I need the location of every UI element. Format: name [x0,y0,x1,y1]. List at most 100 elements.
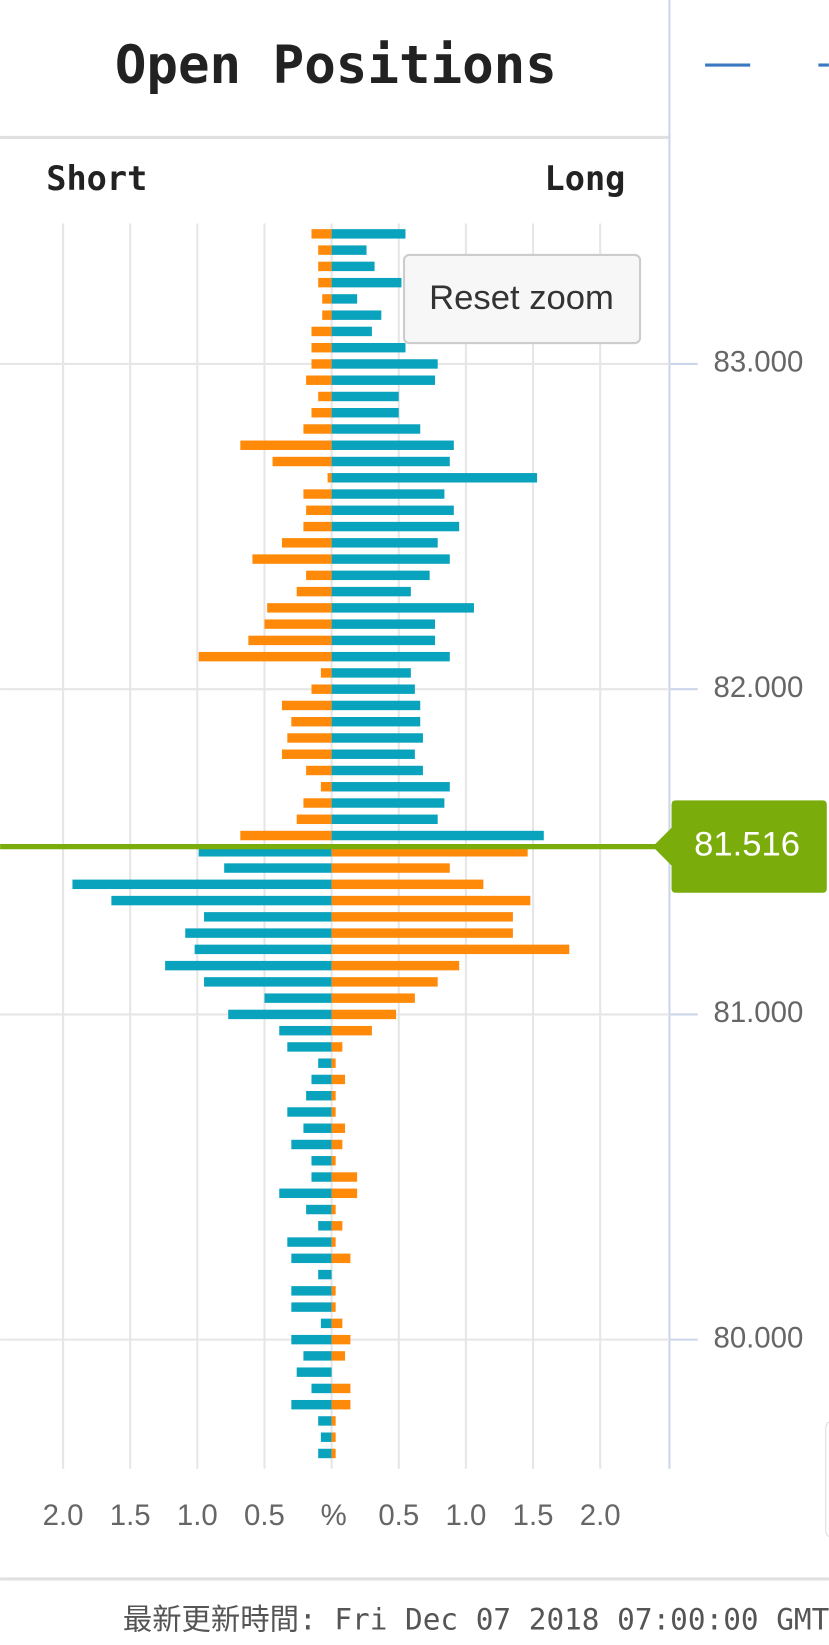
bar [281,538,332,548]
bar [331,1399,351,1410]
bar [306,1204,332,1215]
bar [331,245,367,255]
bar [331,505,454,516]
bar [240,830,332,841]
footer: 最新更新時間: Fri Dec 07 2018 07:00:00 GMT+ [123,1602,829,1636]
bar [331,1042,343,1052]
bar [331,570,430,581]
bar [303,1351,332,1361]
bar [318,1221,332,1231]
bar [318,1269,332,1280]
bar [318,277,332,288]
bar [228,1009,332,1020]
bar [331,359,438,369]
bar [331,1090,336,1101]
bar [331,375,436,385]
bar [264,993,332,1003]
offscreen-panel [825,1421,829,1538]
bar [331,635,436,646]
bar [318,1416,332,1426]
bar [331,440,454,450]
bar [306,375,332,385]
bar [331,1351,346,1361]
bar [331,424,421,434]
bar [331,1172,358,1182]
bar [303,798,332,808]
x-axis-label: % [321,1499,347,1532]
bar [331,1286,336,1296]
bar [296,586,332,597]
bar [331,1009,397,1020]
bar [320,668,332,678]
bar [331,847,528,857]
bar [331,798,445,808]
bar [291,1253,332,1264]
bar [331,912,513,922]
bar [287,1237,332,1247]
x-tick-label: 0.5 [244,1499,285,1532]
bar [331,1302,336,1312]
bar [331,977,438,987]
bar [331,1416,336,1426]
bar [320,1432,332,1442]
reset-zoom-label[interactable]: Reset zoom [429,279,614,317]
bar [311,684,332,694]
bar [306,1090,332,1101]
bar [322,310,332,320]
bar [331,261,375,272]
bar [287,1107,332,1117]
bar [296,1367,332,1377]
bar [224,863,332,873]
bar [318,1058,332,1068]
x-tick-label: 0.5 [378,1499,419,1532]
y-tick-label: 81.000 [713,996,803,1029]
bar [331,700,421,711]
bar [311,1156,332,1166]
bar [331,619,436,629]
bar [331,1383,351,1394]
bar [311,326,332,337]
current-price-label: 81.516 [694,826,800,864]
bar [252,554,332,564]
bar [331,391,399,402]
bar [267,603,332,613]
plot: 2.0 2.0 1.5 1.5 1.0 1.0 0.5 0.5% 83.000 82.000 81.… [0,223,803,1532]
x-tick-label: 1.5 [110,1499,151,1532]
bar [327,473,332,483]
x-tick-label: 2.0 [43,1499,84,1532]
bar [306,765,332,776]
bar [287,1042,332,1052]
x-tick-label: 2.0 [580,1499,621,1532]
bar [291,1302,332,1312]
bar [331,1318,343,1329]
bar [331,554,450,564]
bar [331,473,538,483]
bar [311,408,332,418]
bar [331,603,474,613]
bar [331,310,382,320]
chart-title: Open Positions [115,35,557,96]
bar [331,489,445,499]
bar [311,1074,332,1085]
bar [306,505,332,516]
bar [303,424,332,434]
bar [331,716,421,727]
bar [331,668,411,678]
reset-zoom-button[interactable] [402,253,642,345]
bar [296,814,332,824]
bar [331,960,460,971]
bar [331,408,399,418]
bar [331,1058,336,1068]
bar [248,635,332,646]
bar [306,570,332,581]
bar [331,1432,336,1442]
bar [331,684,415,694]
bar [331,1107,336,1117]
x-tick-label: 1.0 [445,1499,486,1532]
bar [331,749,415,759]
bar [331,456,450,467]
bar [198,847,332,857]
bar [331,229,406,239]
bar [331,342,406,353]
